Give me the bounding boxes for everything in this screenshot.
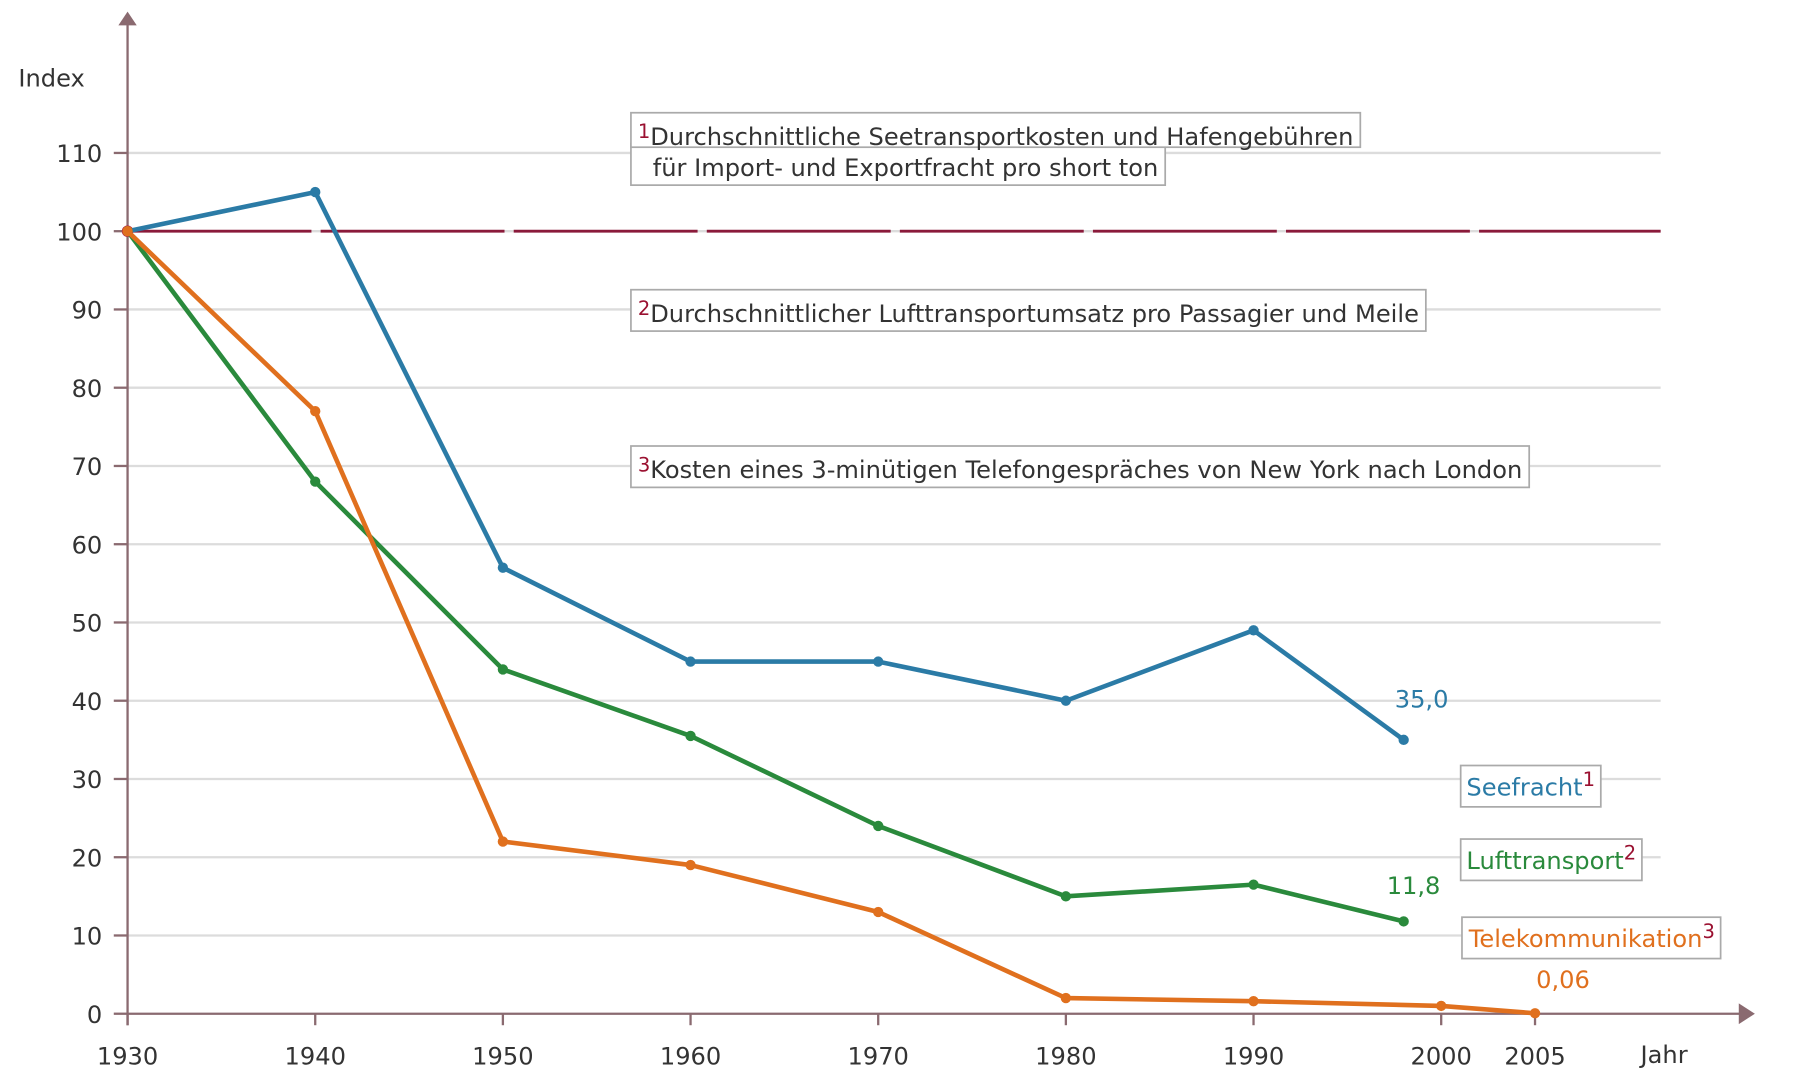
y-tick-label: 40 <box>72 688 103 716</box>
data-point <box>1248 625 1259 636</box>
x-tick-label: 1930 <box>97 1042 158 1069</box>
y-tick-label: 30 <box>72 766 103 794</box>
y-tick-label: 100 <box>56 218 102 246</box>
data-point <box>122 226 133 237</box>
y-tick-label: 60 <box>72 531 103 559</box>
legend-item: Lufttransport2 <box>1459 838 1643 882</box>
legend-label: Telekommunikation3 <box>1468 920 1715 953</box>
legend-marker: 1 <box>1583 768 1595 791</box>
y-tick-label: 20 <box>72 844 103 872</box>
data-point <box>1436 1000 1447 1012</box>
y-tick-label: 0 <box>87 1001 102 1029</box>
legend-name: Seefracht <box>1466 773 1582 801</box>
data-point <box>1060 891 1072 902</box>
annotation-marker: 3 <box>638 453 650 476</box>
data-point <box>1398 734 1409 746</box>
y-tick-label: 90 <box>72 297 103 325</box>
annotation-marker: 2 <box>638 297 650 320</box>
y-tick-label: 50 <box>72 610 103 638</box>
data-point <box>685 859 696 871</box>
annotation: 2Durchschnittlicher Lufttransportumsatz … <box>630 288 1427 332</box>
value-label: 11,8 <box>1387 872 1441 900</box>
data-point <box>1398 916 1409 927</box>
data-point <box>1529 1008 1541 1019</box>
annotation-line: Kosten eines 3-minütigen Telefongespräch… <box>650 456 1522 484</box>
x-tick-label: 1940 <box>285 1042 346 1069</box>
x-arrow <box>1738 1003 1755 1025</box>
legend-box <box>1459 838 1643 882</box>
data-point <box>1060 695 1072 706</box>
y-tick-label: 110 <box>56 140 102 168</box>
legend-marker: 2 <box>1624 842 1636 865</box>
legend-marker: 3 <box>1702 920 1714 943</box>
annotation-text: 2Durchschnittlicher Lufttransportumsatz … <box>638 297 1419 328</box>
legend-item: Seefracht1 <box>1459 764 1602 808</box>
legend-item: Telekommunikation3 <box>1461 916 1722 960</box>
data-point <box>497 836 509 847</box>
x-tick-label: 2000 <box>1410 1042 1471 1069</box>
annotation-text: für Import- und Exportfracht pro short t… <box>653 154 1159 182</box>
annotation-marker: 1 <box>638 120 650 143</box>
y-arrow <box>118 11 137 26</box>
data-point <box>497 562 509 573</box>
data-point <box>310 406 321 417</box>
data-point <box>873 820 884 832</box>
annotation-text: 1Durchschnittliche Seetransportkosten un… <box>638 120 1354 151</box>
data-point <box>685 730 696 742</box>
series-line <box>125 229 1405 924</box>
legend-name: Lufttransport <box>1466 847 1623 875</box>
y-tick-label: 10 <box>72 923 103 951</box>
x-tick-label: 2005 <box>1504 1042 1565 1069</box>
x-tick-label: 1980 <box>1035 1042 1096 1069</box>
data-point <box>310 476 321 487</box>
y-tick-label: 80 <box>72 375 103 403</box>
annotation-box <box>630 111 1362 149</box>
data-point <box>1248 879 1259 890</box>
annotation-box <box>630 445 1531 489</box>
legend-box <box>1459 764 1602 808</box>
data-point <box>1060 992 1072 1004</box>
data-point <box>685 656 696 667</box>
data-point <box>310 186 321 198</box>
value-label: 0,06 <box>1536 966 1590 994</box>
annotation-line: Durchschnittliche Seetransportkosten und… <box>650 123 1353 151</box>
data-point <box>873 906 884 918</box>
y-tick-label: 70 <box>72 453 103 481</box>
annotation: 3Kosten eines 3-minütigen Telefongespräc… <box>630 445 1531 489</box>
legend-label: Seefracht1 <box>1466 768 1595 801</box>
series-line <box>127 189 1406 742</box>
x-tick-label: 1990 <box>1223 1042 1284 1069</box>
legend-label: Lufttransport2 <box>1466 842 1636 875</box>
y-axis-label: Index <box>18 64 84 92</box>
annotation-box <box>630 288 1427 332</box>
data-point <box>873 656 884 667</box>
x-tick-label: 1950 <box>472 1042 533 1069</box>
annotation-line: für Import- und Exportfracht pro short t… <box>653 154 1159 182</box>
legend-box <box>1461 916 1722 960</box>
data-point <box>497 664 509 675</box>
annotation-line: Durchschnittlicher Lufttransportumsatz p… <box>650 300 1419 328</box>
x-axis-label: Jahr <box>1639 1041 1688 1069</box>
annotation-text: 3Kosten eines 3-minütigen Telefongespräc… <box>638 453 1522 484</box>
x-tick-label: 1960 <box>660 1042 721 1069</box>
annotation-box <box>630 142 1167 186</box>
annotation: 1Durchschnittliche Seetransportkosten un… <box>630 111 1362 186</box>
x-tick-label: 1970 <box>848 1042 909 1069</box>
value-label: 35,0 <box>1395 686 1449 714</box>
legend-name: Telekommunikation <box>1468 925 1703 953</box>
data-point <box>1248 996 1259 1007</box>
